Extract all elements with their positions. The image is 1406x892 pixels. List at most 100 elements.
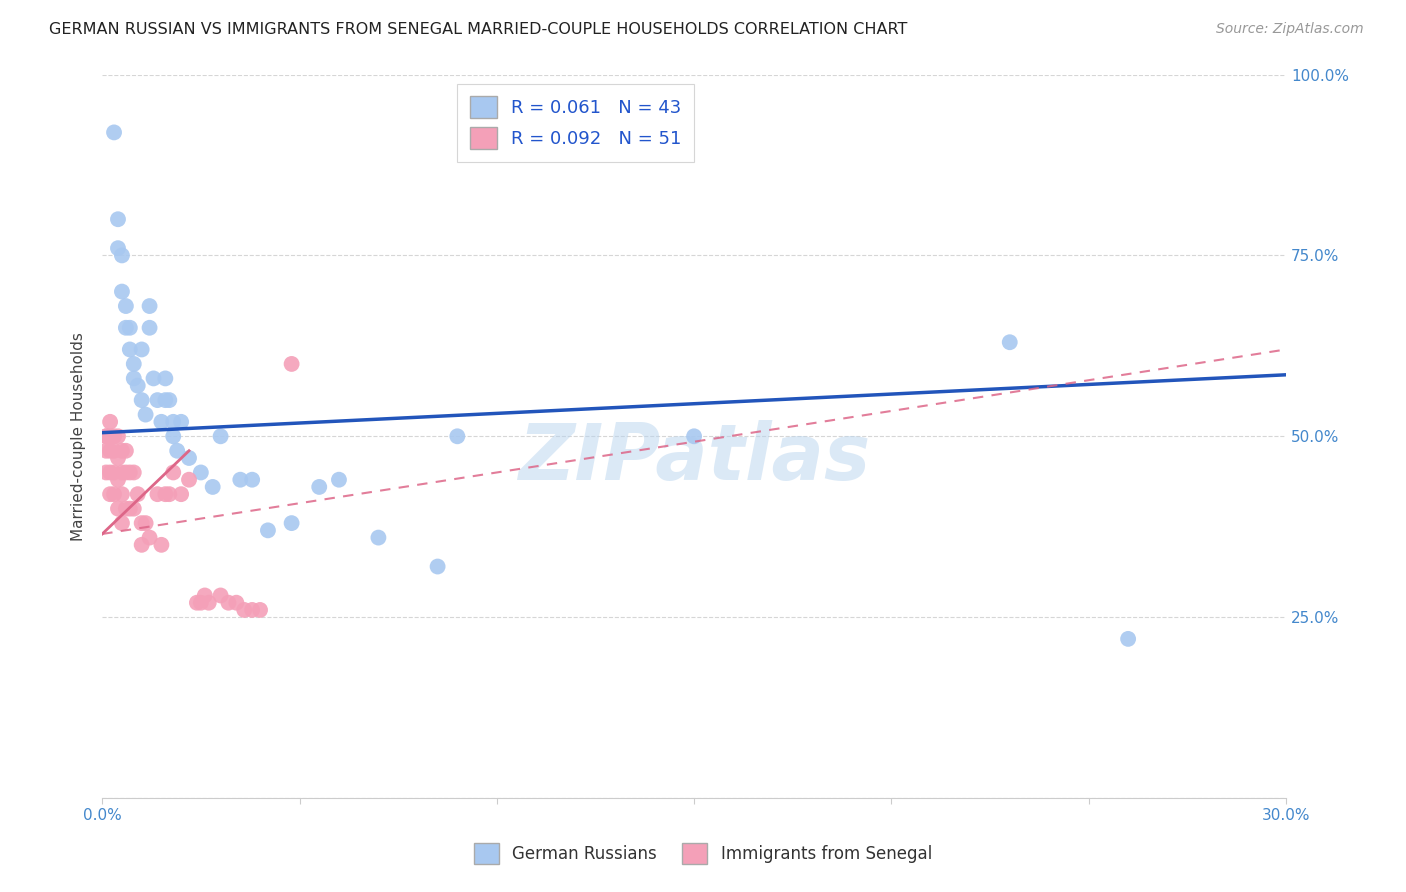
Point bbox=[426, 559, 449, 574]
Text: Source: ZipAtlas.com: Source: ZipAtlas.com bbox=[1216, 22, 1364, 37]
Point bbox=[131, 343, 153, 357]
Point bbox=[96, 429, 118, 443]
Point bbox=[107, 473, 129, 487]
Point bbox=[118, 320, 141, 334]
Point bbox=[115, 443, 138, 458]
Legend: German Russians, Immigrants from Senegal: German Russians, Immigrants from Senegal bbox=[468, 837, 938, 871]
Point bbox=[197, 596, 219, 610]
Point bbox=[190, 466, 212, 480]
Point bbox=[280, 357, 302, 371]
Point bbox=[96, 443, 118, 458]
Point bbox=[122, 357, 145, 371]
Point bbox=[177, 450, 200, 465]
Point bbox=[138, 320, 160, 334]
Point bbox=[98, 429, 121, 443]
Point bbox=[127, 487, 149, 501]
Point bbox=[103, 443, 125, 458]
Point bbox=[98, 443, 121, 458]
Point bbox=[115, 320, 138, 334]
Point bbox=[157, 487, 180, 501]
Point bbox=[177, 473, 200, 487]
Point bbox=[157, 393, 180, 408]
Point bbox=[142, 371, 165, 385]
Point bbox=[103, 429, 125, 443]
Point bbox=[218, 596, 240, 610]
Point bbox=[328, 473, 350, 487]
Point bbox=[131, 538, 153, 552]
Point bbox=[998, 335, 1021, 350]
Point bbox=[107, 241, 129, 255]
Point bbox=[135, 408, 157, 422]
Point bbox=[107, 429, 129, 443]
Point bbox=[166, 443, 188, 458]
Point bbox=[225, 596, 247, 610]
Point bbox=[209, 589, 232, 603]
Point bbox=[170, 487, 193, 501]
Point bbox=[308, 480, 330, 494]
Point bbox=[446, 429, 468, 443]
Legend: R = 0.061   N = 43, R = 0.092   N = 51: R = 0.061 N = 43, R = 0.092 N = 51 bbox=[457, 84, 695, 162]
Point bbox=[107, 450, 129, 465]
Point bbox=[96, 466, 118, 480]
Point bbox=[194, 589, 217, 603]
Point bbox=[190, 596, 212, 610]
Point bbox=[118, 466, 141, 480]
Point bbox=[98, 487, 121, 501]
Point bbox=[122, 371, 145, 385]
Point bbox=[111, 443, 134, 458]
Point bbox=[111, 248, 134, 262]
Point bbox=[127, 378, 149, 392]
Text: ZIPatlas: ZIPatlas bbox=[517, 420, 870, 496]
Point bbox=[111, 285, 134, 299]
Point bbox=[122, 501, 145, 516]
Point bbox=[111, 516, 134, 530]
Point bbox=[240, 603, 263, 617]
Point bbox=[162, 466, 184, 480]
Point bbox=[115, 501, 138, 516]
Point bbox=[111, 487, 134, 501]
Point bbox=[131, 393, 153, 408]
Point bbox=[98, 415, 121, 429]
Point bbox=[103, 125, 125, 139]
Point bbox=[98, 466, 121, 480]
Point bbox=[138, 299, 160, 313]
Point bbox=[240, 473, 263, 487]
Point bbox=[155, 393, 177, 408]
Point bbox=[1116, 632, 1139, 646]
Point bbox=[107, 212, 129, 227]
Point bbox=[155, 371, 177, 385]
Point bbox=[131, 516, 153, 530]
Text: GERMAN RUSSIAN VS IMMIGRANTS FROM SENEGAL MARRIED-COUPLE HOUSEHOLDS CORRELATION : GERMAN RUSSIAN VS IMMIGRANTS FROM SENEGA… bbox=[49, 22, 908, 37]
Y-axis label: Married-couple Households: Married-couple Households bbox=[72, 332, 86, 541]
Point bbox=[150, 538, 173, 552]
Point bbox=[257, 524, 280, 538]
Point bbox=[162, 415, 184, 429]
Point bbox=[249, 603, 271, 617]
Point bbox=[155, 487, 177, 501]
Point bbox=[96, 429, 118, 443]
Point bbox=[150, 415, 173, 429]
Point bbox=[115, 466, 138, 480]
Point bbox=[229, 473, 252, 487]
Point bbox=[683, 429, 706, 443]
Point bbox=[103, 487, 125, 501]
Point bbox=[135, 516, 157, 530]
Point bbox=[138, 531, 160, 545]
Point bbox=[186, 596, 208, 610]
Point bbox=[118, 343, 141, 357]
Point bbox=[146, 487, 169, 501]
Point bbox=[170, 415, 193, 429]
Point bbox=[115, 299, 138, 313]
Point bbox=[280, 516, 302, 530]
Point bbox=[209, 429, 232, 443]
Point bbox=[122, 466, 145, 480]
Point bbox=[233, 603, 256, 617]
Point bbox=[107, 501, 129, 516]
Point bbox=[103, 466, 125, 480]
Point bbox=[111, 466, 134, 480]
Point bbox=[146, 393, 169, 408]
Point bbox=[162, 429, 184, 443]
Point bbox=[367, 531, 389, 545]
Point bbox=[201, 480, 224, 494]
Point bbox=[118, 501, 141, 516]
